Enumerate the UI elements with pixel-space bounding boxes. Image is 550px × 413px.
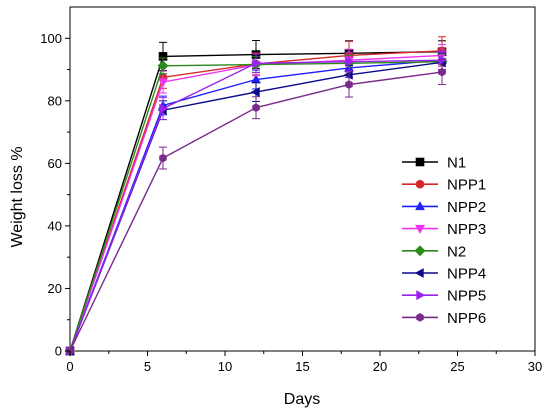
legend-label: NPP1 [447,177,486,194]
legend-marker [414,268,424,278]
legend-item-npp2: NPP2 [402,199,486,216]
x-axis: 0 5 10 15 20 25 30 [66,351,542,374]
data-point [343,69,353,80]
y-tick-label: 60 [48,156,62,171]
legend-item-npp1: NPP1 [402,177,486,194]
legend-label: NPP3 [447,221,486,238]
legend-label: NPP5 [447,288,486,305]
series-npp6 [66,59,446,356]
legend-item-npp6: NPP6 [402,310,486,327]
legend-label: NPP2 [447,199,486,216]
data-point [345,56,355,67]
data-point [438,67,446,77]
data-point [345,80,353,89]
legend-item-npp5: NPP5 [402,288,486,305]
data-point [438,55,448,66]
legend-marker [416,313,424,322]
data-point [250,87,260,97]
legend-marker [415,224,425,234]
y-tick-label: 100 [40,31,62,46]
legend-marker [415,157,425,167]
y-tick-label: 0 [55,344,62,359]
x-tick-label: 10 [218,359,232,374]
x-tick-label: 30 [528,359,542,374]
y-tick-label: 40 [48,218,62,233]
legend-marker [416,290,426,301]
legend-label: NPP6 [447,310,486,327]
x-axis-label: Days [284,391,320,408]
data-point [157,60,169,72]
y-axis: 0 20 40 60 80 100 [40,31,70,359]
legend-marker [415,201,425,211]
series-npp5 [66,50,448,356]
x-tick-label: 20 [373,359,387,374]
y-tick-label: 20 [48,281,62,296]
legend-item-n1: N1 [402,155,466,172]
legend-marker [414,245,426,257]
data-point [159,103,169,114]
x-tick-label: 5 [144,359,151,374]
legend-label: N2 [447,243,466,260]
x-tick-label: 15 [295,359,309,374]
legend-item-n2: N2 [402,243,466,260]
y-tick-label: 80 [48,93,62,108]
legend-label: N1 [447,155,466,172]
legend: N1 NPP1 NPP2 NPP3 N2 NPP4 NPP5 NPP6 [402,155,486,327]
legend-item-npp3: NPP3 [402,221,486,238]
legend-marker [415,179,425,189]
y-axis-label: Weight loss % [9,146,26,247]
legend-item-npp4: NPP4 [402,266,486,283]
x-tick-label: 0 [66,359,73,374]
legend-label: NPP4 [447,266,486,283]
x-tick-label: 25 [450,359,464,374]
data-point [159,153,167,163]
data-point [158,78,168,88]
data-point [252,58,262,69]
series-layer [64,36,448,357]
data-point [252,103,260,113]
